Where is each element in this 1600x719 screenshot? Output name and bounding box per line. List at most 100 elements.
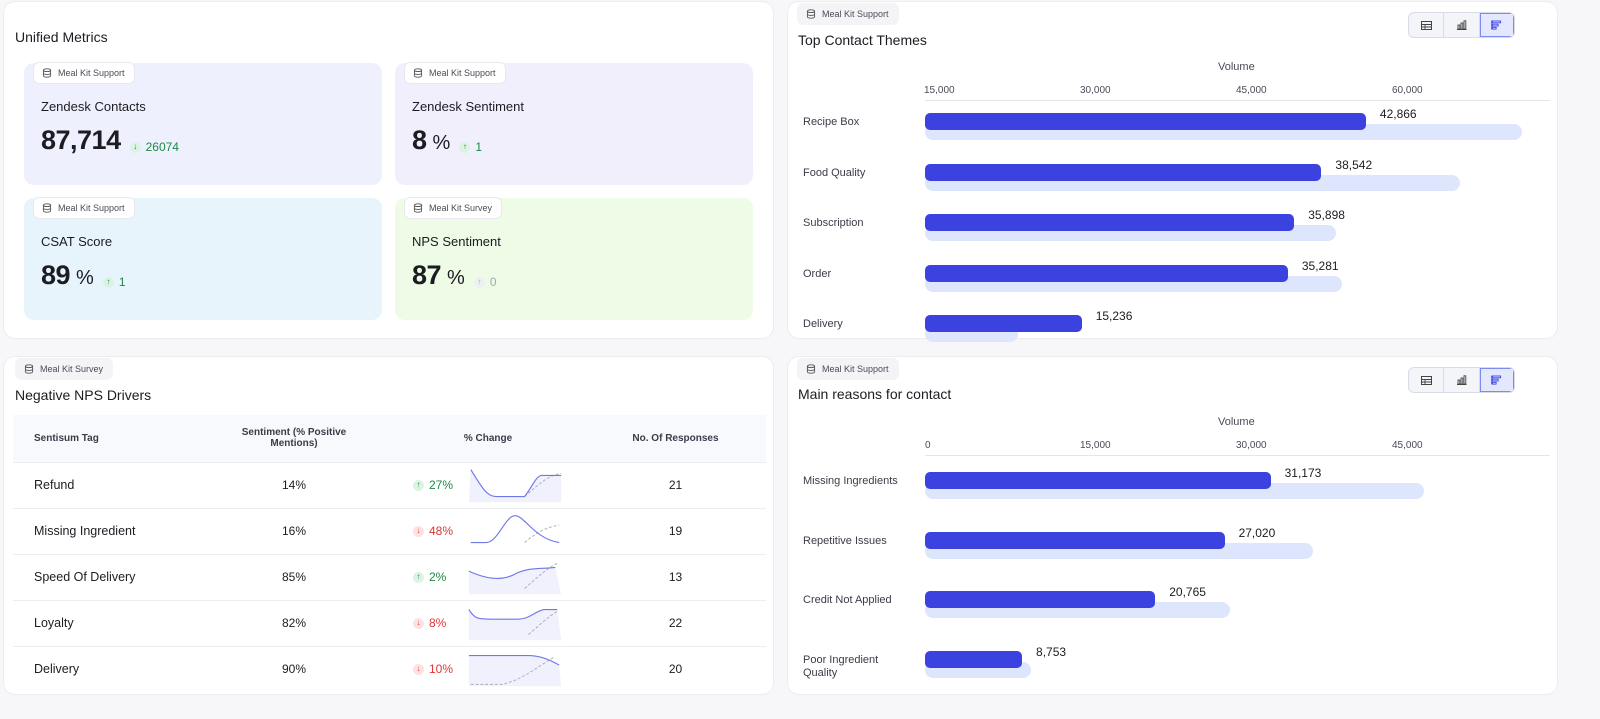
responses-cell: 20 [585, 645, 766, 692]
table-view-button[interactable] [1409, 13, 1445, 37]
x-axis-label: Volume [1218, 61, 1255, 73]
table-view-button[interactable] [1409, 368, 1445, 392]
bar [925, 591, 1156, 609]
table-row[interactable]: Speed Of Delivery 85% ↑ 2% 13 [13, 553, 766, 600]
metric-card[interactable]: Meal Kit Survey NPS Sentiment 87% ↑ 0 [395, 197, 753, 320]
view-toggle [1408, 12, 1515, 38]
change-value: ↑ 27% [413, 478, 457, 492]
table-row[interactable]: Refund 14% ↑ 27% 21 [13, 461, 766, 508]
column-chart-button[interactable] [1444, 368, 1480, 392]
x-tick-label: 15,000 [924, 85, 955, 96]
sentiment-cell: 90% [197, 645, 391, 692]
table-row[interactable]: Loyalty 82% ↓ 8% 22 [13, 599, 766, 646]
change-percent: 27% [429, 478, 454, 492]
panel-title: Top Contact Themes [798, 32, 927, 48]
main-reasons-panel: Meal Kit Support Main reasons for contac… [787, 356, 1558, 695]
responses-cell: 22 [585, 599, 766, 646]
tag-cell: Delivery [13, 645, 197, 692]
arrow-down-icon: ↓ [129, 141, 141, 153]
arrow-down-icon: ↓ [413, 525, 424, 537]
change-cell: ↑ 27% [391, 461, 585, 508]
source-tag-label: Meal Kit Support [58, 203, 125, 213]
column-header[interactable]: % Change [391, 415, 585, 462]
bar [925, 531, 1225, 549]
bar-chart-icon [1491, 20, 1502, 30]
sentiment-cell: 82% [197, 599, 391, 646]
bar-value-label: 31,173 [1284, 466, 1322, 480]
responses-cell: 19 [585, 507, 766, 554]
bar-chart-button[interactable] [1479, 13, 1514, 37]
source-tag[interactable]: Meal Kit Support [797, 3, 899, 25]
metric-name: CSAT Score [41, 234, 113, 249]
change-value: ↓ 48% [413, 524, 457, 538]
x-tick-label: 30,000 [1080, 85, 1111, 96]
bar-value-label: 8,753 [1036, 645, 1067, 660]
metric-unit: % [447, 267, 465, 289]
source-tag[interactable]: Meal Kit Survey [404, 197, 503, 219]
bar-value-label: 35,898 [1308, 208, 1345, 222]
bar-chart-button[interactable] [1479, 368, 1514, 392]
negative-nps-drivers-panel: Meal Kit Survey Negative NPS Drivers Sen… [3, 356, 774, 695]
database-icon [24, 364, 34, 374]
sentiment-cell: 85% [197, 553, 391, 600]
category-label: Food Quality [803, 166, 866, 179]
change-value: ↓ 8% [413, 616, 457, 630]
change-cell: ↓ 48% [391, 507, 585, 554]
bar-chart-icon [1491, 375, 1502, 385]
sparkline [468, 608, 562, 641]
table-row[interactable]: Missing Ingredient 16% ↓ 48% 19 [13, 507, 766, 554]
arrow-up-icon: ↑ [102, 276, 114, 288]
source-tag-label: Meal Kit Support [429, 68, 496, 78]
sentiment-cell: 14% [197, 461, 391, 508]
column-header[interactable]: Sentiment (% Positive Mentions) [197, 415, 391, 462]
metric-unit: % [432, 132, 451, 154]
metric-value: 87,714 [41, 125, 121, 155]
database-icon [42, 68, 52, 78]
category-label: Order [803, 267, 832, 280]
metric-name: Zendesk Sentiment [412, 99, 525, 114]
column-chart-icon [1456, 20, 1467, 30]
category-label: Delivery [803, 318, 843, 330]
change-cell: ↓ 8% [391, 599, 585, 646]
metric-name: NPS Sentiment [412, 234, 501, 249]
sparkline [468, 563, 562, 595]
nps-drivers-table: Sentisum Tag Sentiment (% Positive Menti… [13, 415, 766, 692]
source-tag-label: Meal Kit Support [58, 68, 125, 78]
metric-card[interactable]: Meal Kit Support CSAT Score 89% ↑ 1 [24, 197, 382, 320]
metric-delta: ↑ 1 [459, 140, 482, 154]
x-tick-label: 0 [925, 440, 931, 451]
bar [925, 163, 1322, 181]
x-tick-label: 45,000 [1236, 85, 1267, 96]
source-tag-label: Meal Kit Survey [429, 203, 493, 213]
panel-title: Unified Metrics [15, 29, 108, 45]
unified-metrics-panel: Unified Metrics Meal Kit Support Zendesk … [3, 1, 774, 339]
metric-delta: ↓ 26074 [129, 140, 179, 154]
metric-value: 87 [412, 260, 442, 290]
column-header[interactable]: No. Of Responses [585, 415, 766, 462]
source-tag[interactable]: Meal Kit Support [33, 62, 135, 84]
bar [925, 264, 1288, 282]
tag-cell: Refund [13, 461, 197, 508]
change-percent: 48% [429, 524, 454, 538]
bar-value-label: 38,542 [1335, 157, 1373, 172]
bar-value-label: 20,765 [1169, 585, 1206, 600]
source-tag[interactable]: Meal Kit Support [797, 358, 899, 380]
change-percent: 8% [429, 616, 447, 630]
table-row[interactable]: Delivery 90% ↓ 10% 20 [13, 645, 766, 692]
column-header[interactable]: Sentisum Tag [13, 415, 197, 462]
category-label: Subscription [803, 217, 864, 229]
sparkline [470, 515, 560, 544]
metric-delta: ↑ 0 [473, 275, 497, 289]
bar [925, 113, 1366, 130]
metric-value: 89 [41, 260, 71, 290]
category-label: Poor Ingredient Quality [803, 654, 879, 680]
metric-card[interactable]: Meal Kit Support Zendesk Contacts 87,714 ↓ 2… [24, 62, 382, 185]
metric-card[interactable]: Meal Kit Support Zendesk Sentiment 8% ↑ 1 [395, 62, 753, 185]
source-tag[interactable]: Meal Kit Support [404, 62, 506, 84]
column-chart-button[interactable] [1444, 13, 1480, 37]
source-tag[interactable]: Meal Kit Survey [15, 358, 114, 380]
top-contact-themes-panel: Meal Kit Support Top Contact Themes Volu… [787, 1, 1558, 342]
source-tag[interactable]: Meal Kit Support [33, 197, 135, 219]
x-axis-line [925, 455, 1550, 456]
bar-value-label: 27,020 [1238, 525, 1276, 540]
